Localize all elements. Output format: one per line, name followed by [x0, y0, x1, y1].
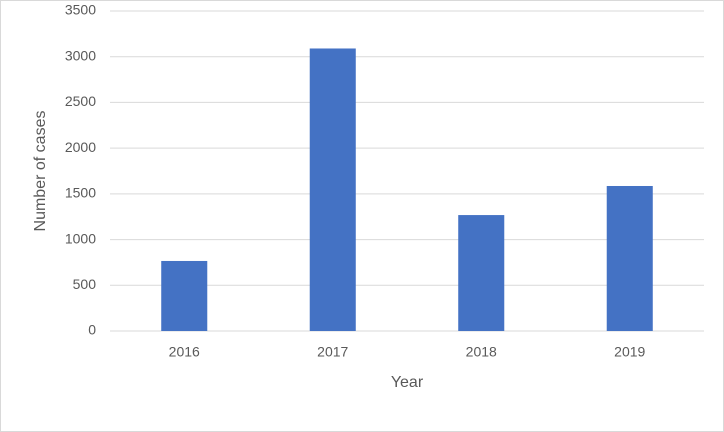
- x-tick-label: 2018: [466, 344, 497, 360]
- bar: [161, 260, 208, 331]
- x-tick-label: 2017: [317, 344, 348, 360]
- y-tick-label: 3000: [65, 47, 96, 63]
- y-tick-label: 3500: [65, 2, 96, 18]
- bar: [458, 215, 505, 331]
- x-tick-label: 2016: [169, 344, 200, 360]
- bar: [606, 185, 653, 331]
- y-axis-title: Number of cases: [32, 111, 49, 232]
- x-axis-title: Year: [391, 374, 424, 391]
- bar: [309, 48, 356, 331]
- y-tick-label: 500: [73, 276, 97, 292]
- x-tick-label: 2019: [614, 344, 645, 360]
- y-tick-label: 0: [88, 322, 96, 338]
- y-tick-label: 1000: [65, 230, 96, 246]
- y-tick-label: 1500: [65, 185, 96, 201]
- y-tick-label: 2500: [65, 93, 96, 109]
- y-tick-label: 2000: [65, 139, 96, 155]
